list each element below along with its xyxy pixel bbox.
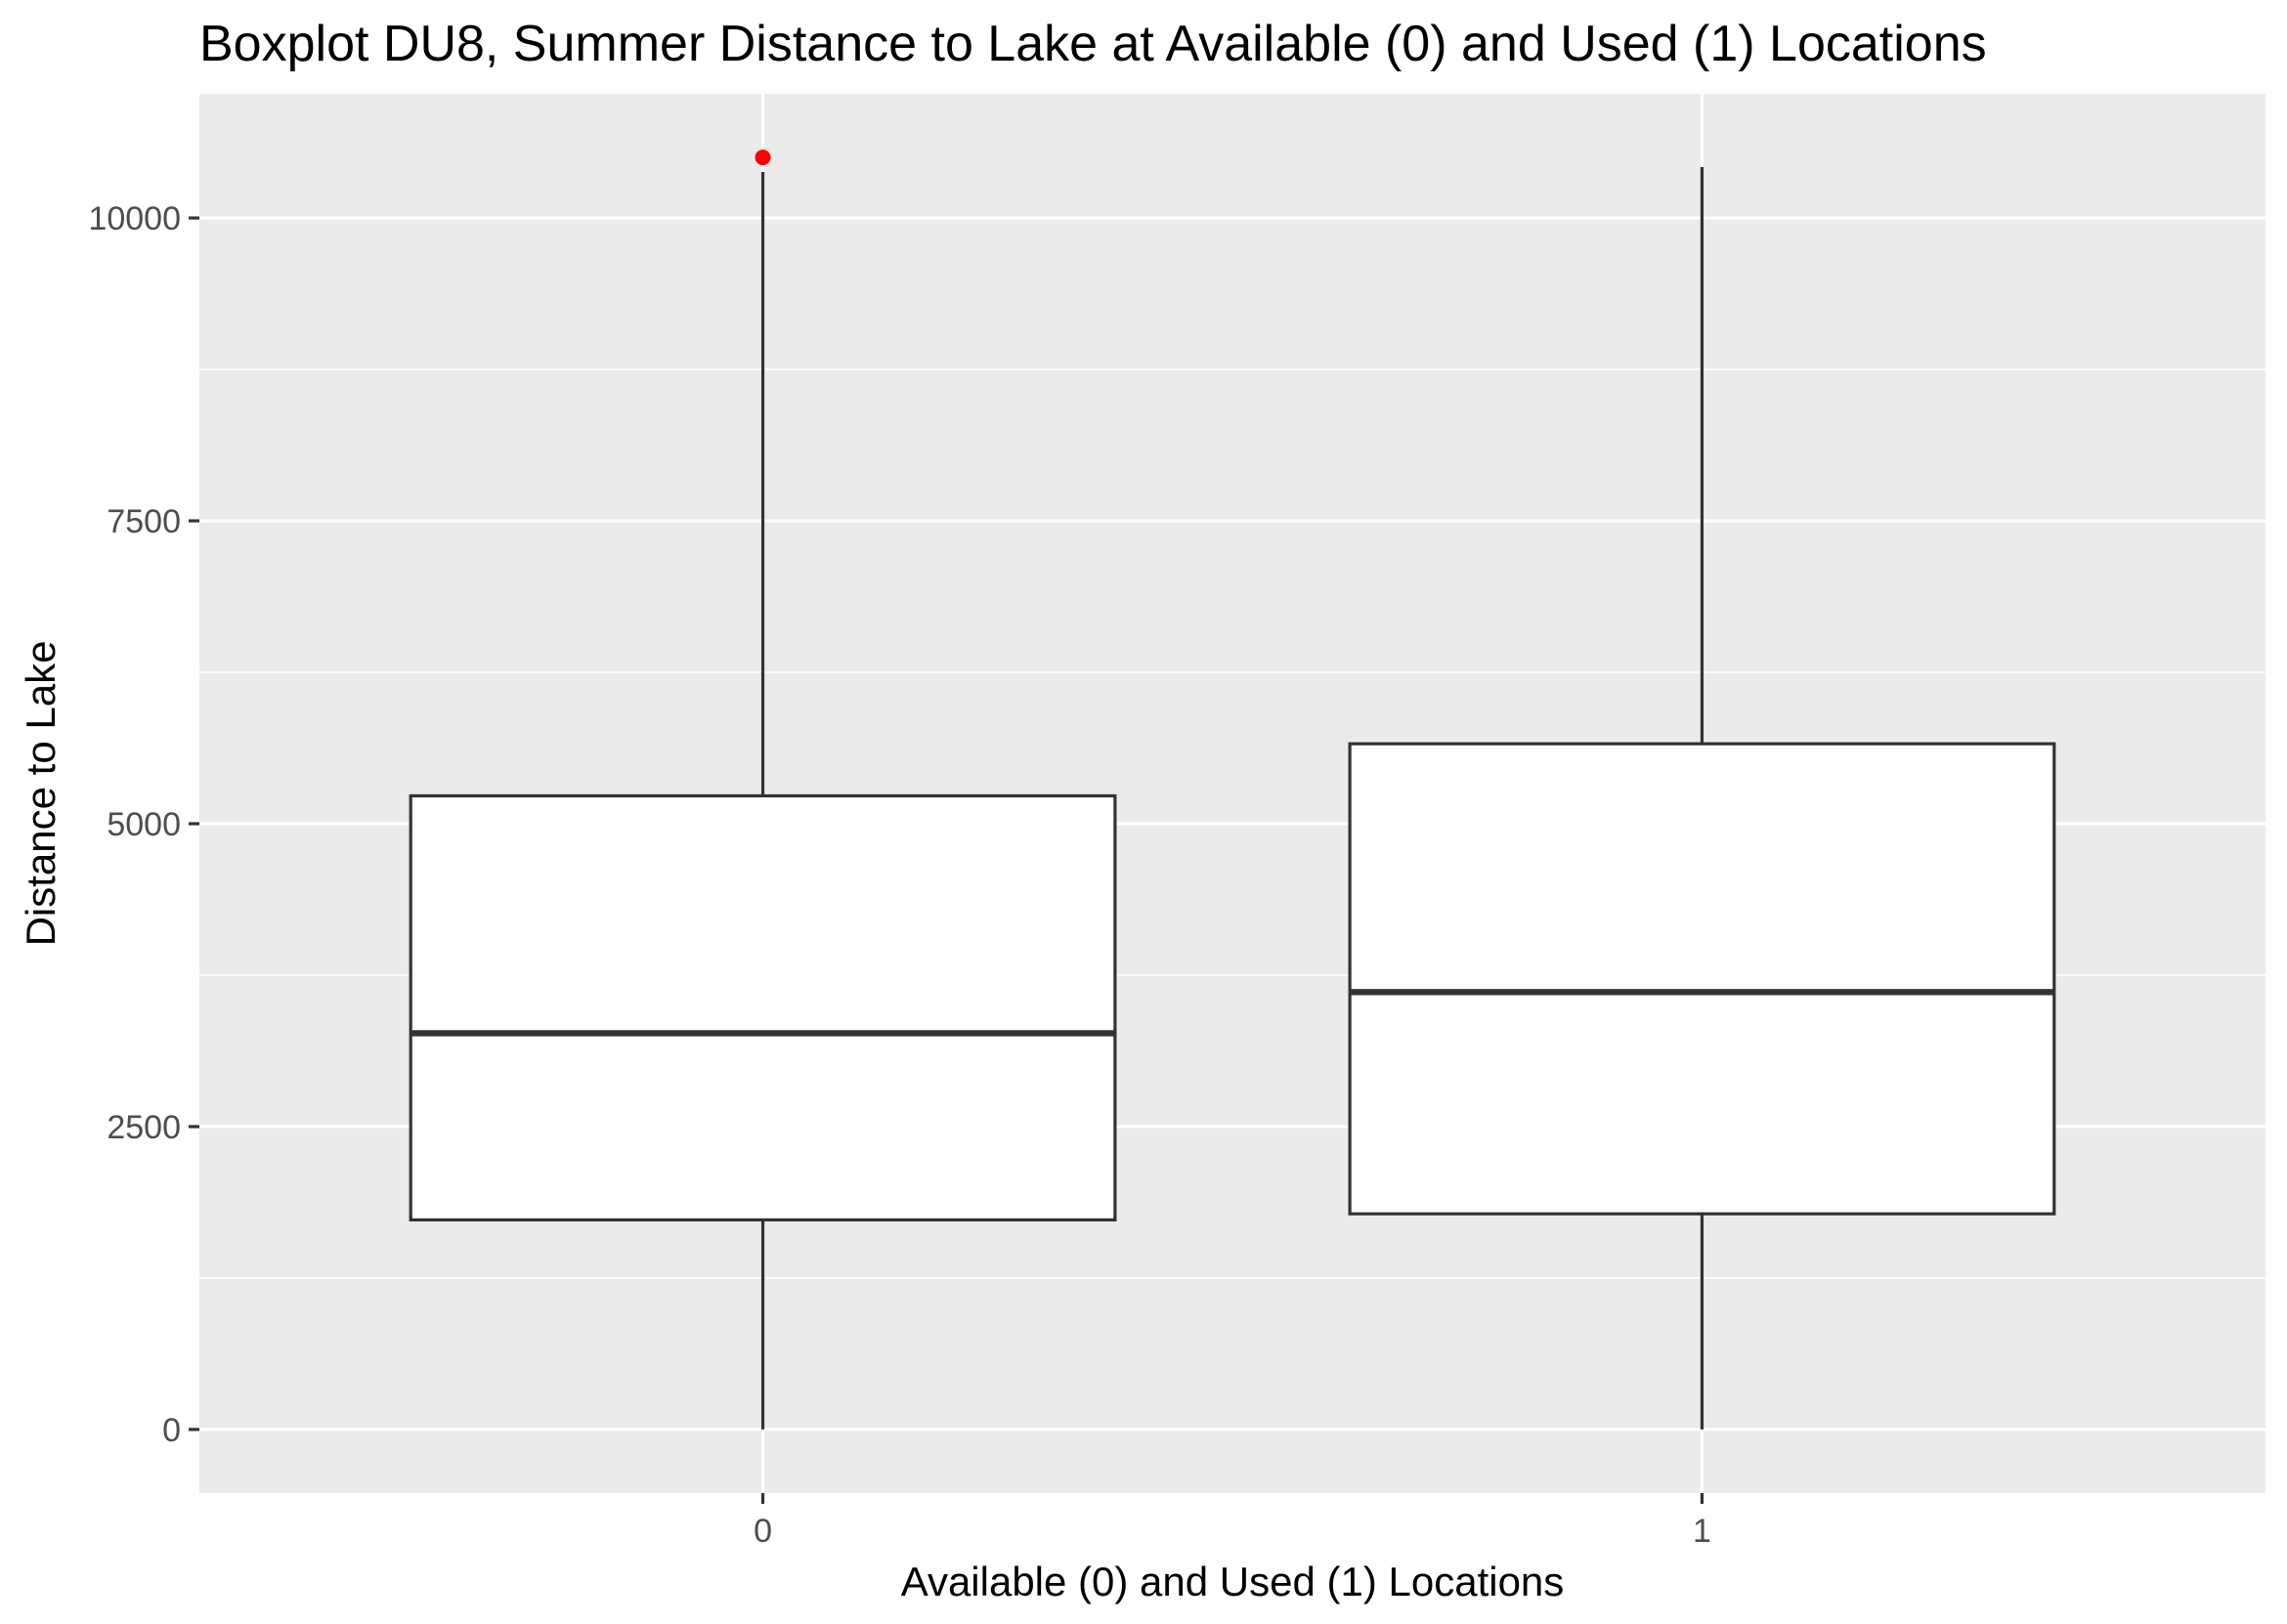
box-group-1	[1348, 167, 2056, 1430]
outlier-point	[755, 150, 771, 166]
box-group-0	[409, 150, 1117, 1430]
y-tick-label: 0	[162, 1412, 181, 1449]
y-tick-label: 7500	[107, 503, 181, 540]
boxes	[409, 150, 2056, 1430]
y-tick-label: 2500	[107, 1109, 181, 1146]
chart-title: Boxplot DU8, Summer Distance to Lake at …	[199, 16, 1987, 72]
y-tick-label: 5000	[107, 806, 181, 843]
box-iqr	[1348, 742, 2056, 1216]
y-axis: 0 2500 5000 7500 10000	[88, 200, 199, 1449]
x-axis-title: Available (0) and Used (1) Locations	[901, 1559, 1565, 1604]
box-iqr	[409, 793, 1117, 1222]
x-tick-label: 0	[754, 1513, 772, 1550]
y-axis-title: Distance to Lake	[18, 641, 64, 947]
x-tick-label: 1	[1693, 1513, 1711, 1550]
y-tick-label: 10000	[88, 200, 181, 237]
